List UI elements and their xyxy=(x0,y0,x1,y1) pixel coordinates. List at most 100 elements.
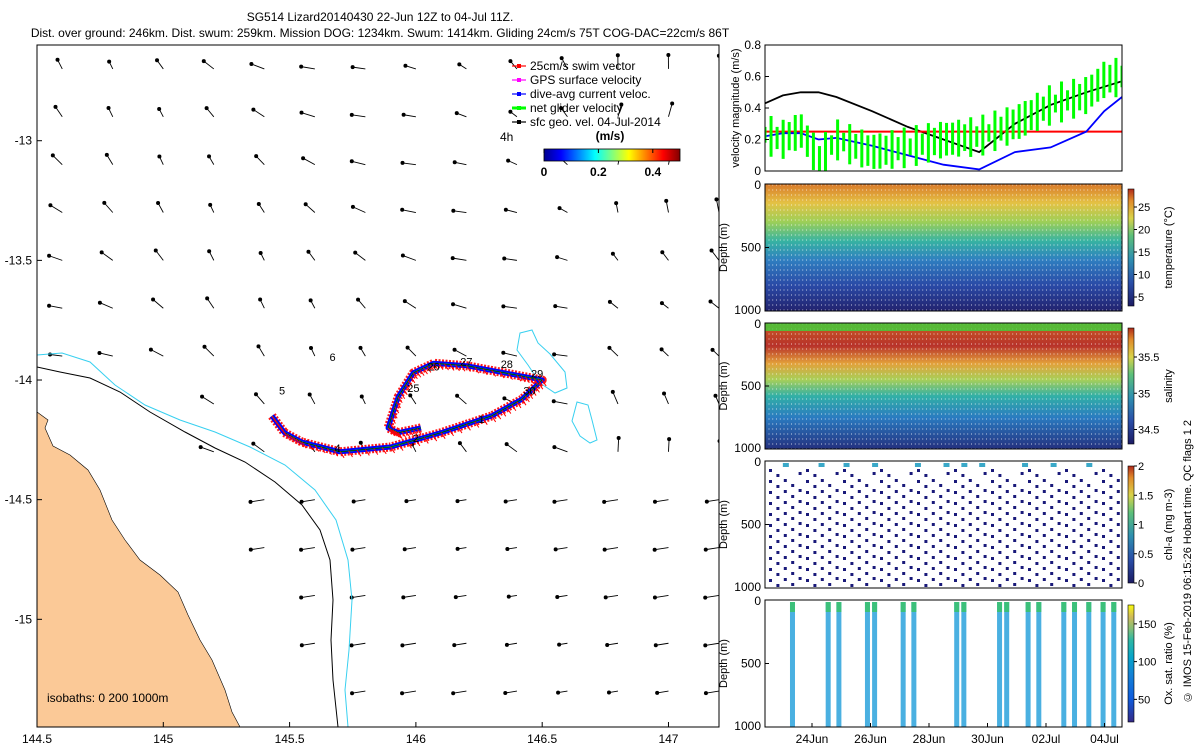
legend-label: GPS surface velocity xyxy=(530,73,641,87)
chl-sample xyxy=(880,535,883,538)
swim-vector xyxy=(491,370,497,377)
current-vector-head xyxy=(301,156,306,161)
chl-sample xyxy=(813,474,817,477)
swim-vector xyxy=(390,446,396,454)
chl-sample xyxy=(820,556,824,559)
section-x-tick-label: 26Jun xyxy=(854,732,887,746)
chl-sample xyxy=(917,535,920,538)
chl-sample xyxy=(1013,528,1017,531)
current-vector xyxy=(604,499,619,503)
chl-sample xyxy=(946,566,950,569)
oxygen-profile xyxy=(1025,602,1031,727)
current-vector xyxy=(453,210,467,213)
swim-vector xyxy=(348,450,353,458)
chl-sample xyxy=(1116,567,1120,570)
chl-sample xyxy=(909,472,913,475)
chl-sample xyxy=(902,484,906,487)
current-vector-head xyxy=(308,298,313,303)
chl-sample xyxy=(931,534,935,537)
chl-sample xyxy=(931,523,935,526)
map-x-tick-labels: 144.5 145 145.5 146 146.5 147 xyxy=(22,722,679,746)
current-vector xyxy=(503,352,518,357)
legend-marker xyxy=(517,106,521,110)
swim-vector xyxy=(339,451,345,459)
chl-sample xyxy=(902,528,906,531)
current-vector-head xyxy=(99,250,104,255)
section-y-tick-label: 500 xyxy=(741,379,761,393)
swim-vector xyxy=(455,364,460,372)
swim-vector xyxy=(314,445,320,452)
chl-sample xyxy=(1028,557,1031,560)
chl-sample xyxy=(835,472,839,475)
chl-sample xyxy=(820,479,824,482)
current-vector-head xyxy=(200,394,205,399)
current-vector-head xyxy=(717,439,719,443)
swim-vector xyxy=(290,435,295,443)
chl-sample xyxy=(924,540,928,543)
chl-sample xyxy=(968,545,972,548)
chl-sample xyxy=(924,485,928,488)
swim-vector xyxy=(405,384,411,392)
chl-sample xyxy=(917,557,920,560)
current-vector-head xyxy=(202,344,207,349)
swim-vector xyxy=(396,431,401,439)
oxygen-surface xyxy=(1086,602,1092,612)
chl-sample xyxy=(917,579,920,582)
chl-sample xyxy=(1028,568,1031,571)
current-vector-head xyxy=(299,547,304,552)
current-vector-head xyxy=(402,547,407,552)
chl-sample xyxy=(924,573,928,576)
current-vector xyxy=(354,252,366,261)
current-vector-head xyxy=(248,499,253,504)
oxygen-profile xyxy=(1004,602,1010,727)
chl-sample xyxy=(939,495,943,498)
chl-sample xyxy=(776,540,780,543)
chl-sample xyxy=(776,529,780,532)
chl-sample xyxy=(850,584,854,587)
chl-sample xyxy=(850,518,854,521)
swim-vector xyxy=(433,362,438,370)
chl-sample xyxy=(1087,506,1091,509)
swim-vector xyxy=(432,434,438,442)
current-vector-head xyxy=(97,300,102,305)
chl-sample xyxy=(1072,540,1076,543)
chl-sample xyxy=(857,545,861,548)
chart-title: SG514 Lizard20140430 22-Jun 12Z to 04-Ju… xyxy=(246,10,514,24)
chl-sample xyxy=(850,474,854,477)
chl-sample xyxy=(1057,489,1061,492)
chl-sample xyxy=(813,573,817,576)
chl-sample xyxy=(783,501,787,504)
chl-sample xyxy=(880,513,883,516)
chl-sample xyxy=(1042,523,1046,526)
chl-sample xyxy=(820,512,824,515)
chl-sample xyxy=(939,561,943,564)
chl-sample xyxy=(880,568,883,571)
chl-sample xyxy=(828,561,832,564)
chl-sample xyxy=(1020,555,1024,558)
isobath-1000m xyxy=(37,352,353,727)
chl-sample xyxy=(1102,535,1105,538)
chl-sample xyxy=(894,556,898,559)
day-label: 27 xyxy=(460,357,472,369)
chl-sample xyxy=(968,523,972,526)
current-vector xyxy=(250,499,265,503)
chl-sample xyxy=(902,583,906,586)
current-vector-head xyxy=(603,595,608,600)
chl-sample xyxy=(857,501,861,504)
chl-sample xyxy=(1050,517,1054,520)
chl-sample xyxy=(946,577,950,580)
swim-vector xyxy=(391,417,396,424)
swim-vector xyxy=(416,370,422,378)
day-label: 30 xyxy=(523,385,535,397)
swim-vector xyxy=(284,432,289,439)
chl-sample xyxy=(1057,533,1061,536)
chl-sample xyxy=(798,555,802,558)
oxygen-surface xyxy=(872,602,878,612)
chl-sample xyxy=(1005,490,1009,493)
swim-vector xyxy=(298,440,304,447)
current-vector-head xyxy=(249,62,254,67)
chl-sample xyxy=(1013,517,1017,520)
current-vector xyxy=(300,547,315,551)
current-vector-head xyxy=(709,248,714,253)
chl-sample xyxy=(1102,557,1105,560)
